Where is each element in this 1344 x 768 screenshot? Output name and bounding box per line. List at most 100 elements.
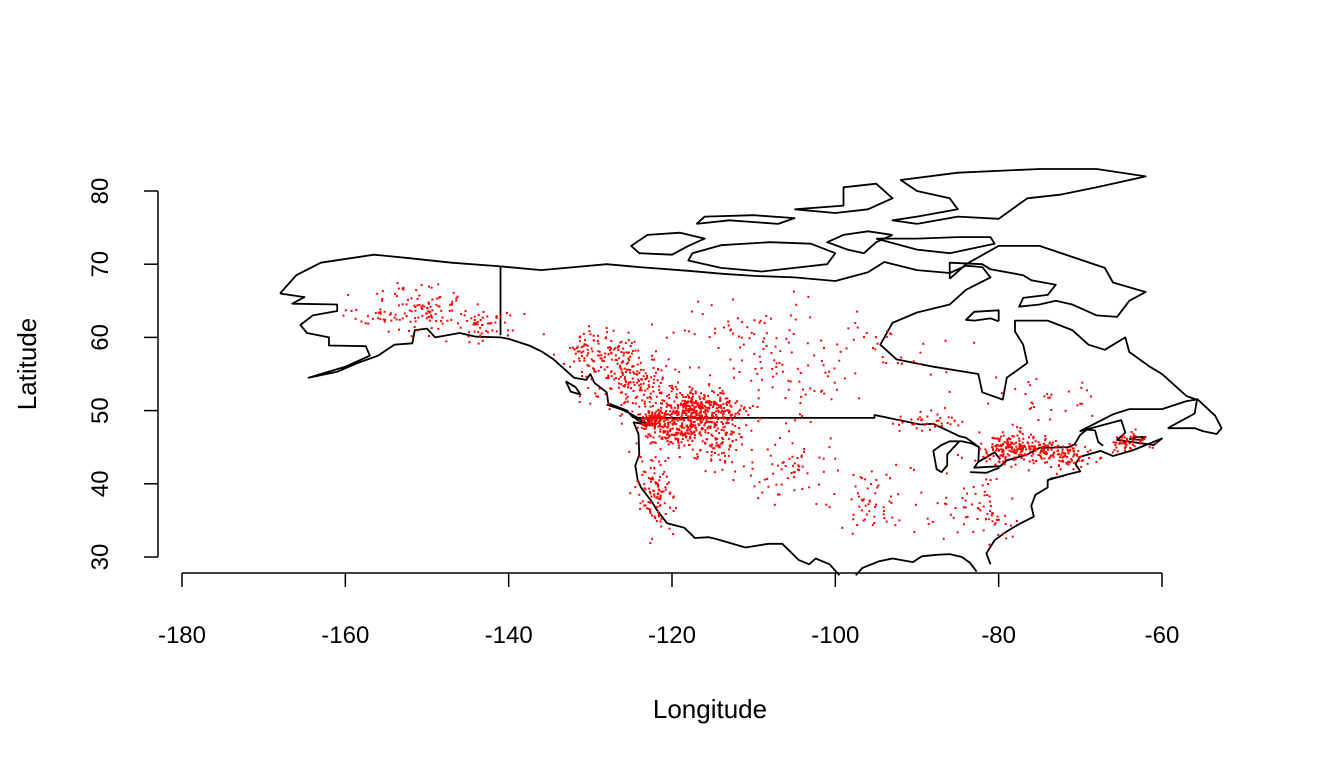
- occurrence-point: [775, 362, 778, 365]
- occurrence-point: [1043, 457, 1046, 460]
- occurrence-point: [398, 318, 401, 321]
- occurrence-point: [610, 352, 613, 355]
- occurrence-point: [801, 388, 804, 391]
- occurrence-point: [702, 418, 705, 421]
- occurrence-point: [717, 411, 720, 413]
- occurrence-point: [699, 421, 702, 424]
- occurrence-point: [734, 470, 737, 473]
- occurrence-point: [676, 407, 679, 410]
- occurrence-point: [655, 410, 658, 413]
- occurrence-point: [724, 454, 726, 457]
- occurrence-point: [1004, 457, 1007, 460]
- occurrence-point: [691, 424, 694, 427]
- occurrence-point: [786, 477, 789, 480]
- occurrence-point: [653, 472, 656, 475]
- occurrence-point: [714, 452, 716, 454]
- occurrence-point: [662, 420, 665, 423]
- occurrence-point: [691, 398, 694, 401]
- occurrence-point: [722, 411, 725, 413]
- occurrence-point: [724, 432, 727, 435]
- occurrence-point: [376, 292, 379, 295]
- occurrence-point: [1077, 459, 1080, 462]
- occurrence-point: [430, 315, 433, 317]
- occurrence-point: [1139, 441, 1142, 444]
- occurrence-point: [383, 320, 386, 323]
- occurrence-point: [665, 413, 668, 416]
- occurrence-point: [1044, 434, 1047, 437]
- occurrence-point: [692, 421, 695, 423]
- occurrence-point: [716, 393, 719, 396]
- occurrence-point: [820, 390, 822, 393]
- occurrence-point: [644, 417, 647, 420]
- occurrence-point: [629, 492, 632, 495]
- occurrence-point: [794, 318, 797, 321]
- occurrence-point: [663, 414, 666, 417]
- occurrence-point: [728, 411, 731, 414]
- occurrence-point: [607, 402, 610, 405]
- occurrence-point: [653, 441, 656, 444]
- occurrence-point: [988, 543, 991, 546]
- occurrence-point: [578, 336, 581, 339]
- occurrence-point: [701, 406, 704, 409]
- occurrence-point: [677, 432, 680, 435]
- occurrence-point: [686, 432, 689, 435]
- occurrence-point: [707, 417, 710, 420]
- occurrence-point: [648, 396, 651, 398]
- occurrence-point: [671, 427, 674, 430]
- occurrence-point: [1131, 439, 1134, 442]
- occurrence-point: [653, 515, 656, 518]
- occurrence-point: [830, 398, 833, 401]
- occurrence-point: [948, 390, 951, 393]
- occurrence-point: [666, 418, 669, 421]
- occurrence-point: [765, 344, 768, 347]
- occurrence-point: [1035, 378, 1038, 381]
- occurrence-point: [507, 334, 509, 337]
- occurrence-point: [871, 523, 874, 526]
- occurrence-point: [921, 418, 923, 421]
- occurrence-point: [619, 364, 622, 367]
- occurrence-point: [1006, 453, 1009, 456]
- occurrence-point: [1020, 450, 1023, 453]
- occurrence-point: [789, 314, 792, 317]
- occurrence-point: [994, 445, 997, 448]
- occurrence-point: [989, 500, 991, 503]
- occurrence-point: [696, 453, 699, 456]
- occurrence-point: [397, 287, 400, 290]
- occurrence-point: [413, 326, 416, 328]
- occurrence-point: [731, 423, 734, 426]
- occurrence-point: [1018, 443, 1021, 445]
- outline-path: [647, 414, 1104, 469]
- occurrence-point: [590, 347, 593, 350]
- occurrence-point: [913, 468, 915, 471]
- occurrence-point: [828, 370, 831, 373]
- occurrence-point: [1030, 401, 1033, 404]
- occurrence-point: [692, 409, 695, 412]
- occurrence-point: [1086, 389, 1089, 392]
- occurrence-point: [642, 393, 645, 396]
- occurrence-point: [431, 309, 434, 312]
- occurrence-point: [785, 422, 788, 425]
- occurrence-point: [1081, 381, 1084, 384]
- occurrence-point: [701, 440, 704, 443]
- occurrence-point: [656, 505, 659, 508]
- occurrence-point: [1045, 450, 1048, 453]
- occurrence-point: [410, 335, 413, 338]
- outline-path: [1129, 436, 1147, 441]
- occurrence-point: [659, 475, 661, 478]
- occurrence-point: [610, 375, 613, 378]
- occurrence-point: [700, 402, 703, 405]
- occurrence-point: [431, 316, 433, 319]
- occurrence-point: [588, 364, 590, 367]
- occurrence-point: [653, 419, 656, 422]
- occurrence-point: [648, 410, 651, 413]
- occurrence-point: [760, 367, 763, 370]
- occurrence-point: [650, 495, 653, 498]
- occurrence-point: [722, 392, 725, 395]
- occurrence-point: [656, 482, 659, 485]
- occurrence-point: [488, 322, 491, 325]
- occurrence-point: [695, 412, 698, 415]
- occurrence-point: [741, 321, 744, 324]
- occurrence-point: [660, 416, 663, 418]
- occurrence-point: [964, 506, 967, 509]
- occurrence-point: [651, 441, 653, 444]
